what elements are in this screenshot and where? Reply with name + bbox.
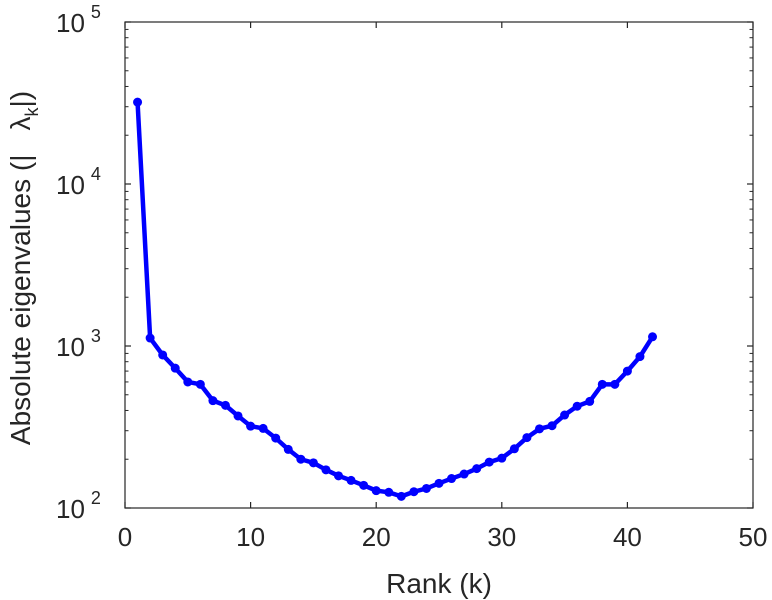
axis-ticks bbox=[124, 21, 754, 509]
y-tick-exp-1: 3 bbox=[91, 326, 101, 346]
data-point-38 bbox=[597, 379, 607, 389]
data-point-22 bbox=[396, 491, 406, 501]
x-tick-label-3: 30 bbox=[487, 522, 516, 552]
data-point-24 bbox=[421, 483, 431, 493]
y-tick-exp-0: 2 bbox=[91, 488, 101, 508]
plot-frame bbox=[124, 21, 754, 509]
series-line bbox=[135, 99, 655, 499]
data-point-27 bbox=[459, 469, 469, 479]
y-tick-base-3: 10 bbox=[56, 8, 85, 38]
y-tick-exp-3: 5 bbox=[91, 2, 101, 22]
data-point-32 bbox=[522, 433, 532, 443]
data-point-37 bbox=[585, 396, 595, 406]
series-markers bbox=[133, 97, 658, 501]
x-tick-label-2: 20 bbox=[362, 522, 391, 552]
data-point-23 bbox=[409, 487, 419, 497]
data-point-40 bbox=[622, 366, 632, 376]
y-axis-label-subscript: k bbox=[22, 107, 42, 117]
x-axis-label: Rank (k) bbox=[386, 568, 492, 599]
data-point-28 bbox=[472, 464, 482, 474]
data-point-39 bbox=[610, 379, 620, 389]
y-axis-label-symbol: λ bbox=[5, 117, 36, 131]
data-point-41 bbox=[635, 352, 645, 362]
data-point-20 bbox=[371, 486, 381, 496]
data-point-3 bbox=[158, 350, 168, 360]
y-tick-base-0: 10 bbox=[56, 494, 85, 524]
y-tick-label-2: 10 4 bbox=[56, 164, 101, 200]
data-point-6 bbox=[195, 379, 205, 389]
y-tick-label-1: 10 3 bbox=[56, 326, 101, 362]
y-tick-label-0: 10 2 bbox=[56, 488, 101, 524]
data-point-36 bbox=[572, 401, 582, 411]
y-tick-label-3: 10 5 bbox=[56, 2, 101, 38]
data-point-19 bbox=[359, 480, 369, 490]
data-point-17 bbox=[334, 471, 344, 481]
data-point-18 bbox=[346, 475, 356, 485]
data-point-15 bbox=[308, 458, 318, 468]
y-axis-label-suffix: |) bbox=[5, 91, 36, 108]
data-point-12 bbox=[271, 433, 281, 443]
data-point-5 bbox=[183, 377, 193, 387]
x-tick-label-1: 10 bbox=[236, 522, 265, 552]
data-point-16 bbox=[321, 465, 331, 475]
data-point-9 bbox=[233, 411, 243, 421]
data-point-35 bbox=[560, 410, 570, 420]
y-axis-label: Absolute eigenvalues (| λk|) bbox=[5, 91, 42, 445]
data-point-4 bbox=[170, 363, 180, 373]
x-tick-label-4: 40 bbox=[613, 522, 642, 552]
data-point-34 bbox=[547, 421, 557, 431]
data-point-31 bbox=[509, 444, 519, 454]
x-tick-label-0: 0 bbox=[118, 522, 132, 552]
data-point-1 bbox=[133, 97, 143, 107]
data-point-14 bbox=[296, 454, 306, 464]
data-point-10 bbox=[246, 421, 256, 431]
data-point-2 bbox=[145, 333, 155, 343]
y-tick-exp-2: 4 bbox=[91, 164, 101, 184]
data-point-7 bbox=[208, 396, 218, 406]
data-point-29 bbox=[484, 457, 494, 467]
data-point-25 bbox=[434, 478, 444, 488]
axis-tick-labels: 0 10 20 30 40 50 10 2 10 3 10 4 10 5 bbox=[56, 2, 767, 552]
data-point-8 bbox=[220, 400, 230, 410]
y-axis-label-prefix: Absolute eigenvalues (| bbox=[5, 155, 36, 446]
data-point-11 bbox=[258, 423, 268, 433]
y-tick-base-1: 10 bbox=[56, 332, 85, 362]
data-point-21 bbox=[384, 487, 394, 497]
data-point-42 bbox=[648, 332, 658, 342]
data-point-13 bbox=[283, 444, 293, 454]
data-point-33 bbox=[534, 424, 544, 434]
y-tick-base-2: 10 bbox=[56, 170, 85, 200]
x-tick-label-5: 50 bbox=[739, 522, 768, 552]
data-point-30 bbox=[497, 453, 507, 463]
data-point-26 bbox=[447, 474, 457, 484]
